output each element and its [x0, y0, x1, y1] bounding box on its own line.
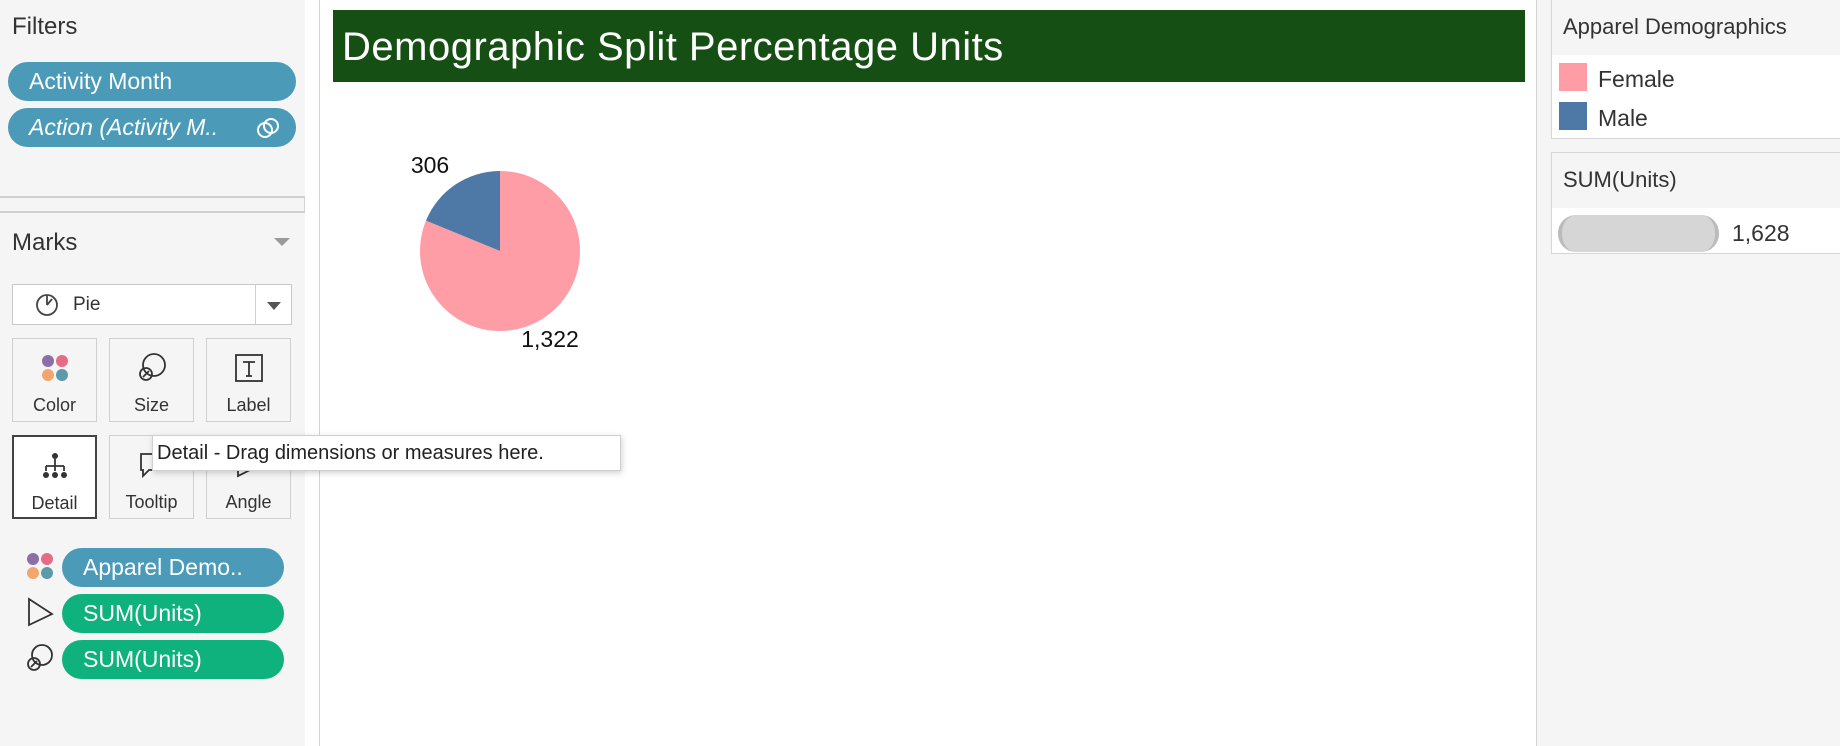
filter-pill-label: Action (Activity M.. [29, 114, 219, 140]
marks-menu-caret-icon[interactable] [274, 238, 290, 246]
filter-pill-label: Activity Month [29, 68, 173, 94]
color-button[interactable]: Color [12, 338, 97, 422]
shelf-pill-color[interactable]: Apparel Demo.. [62, 548, 284, 587]
size-icon [138, 353, 166, 381]
legend-label-male: Male [1598, 105, 1648, 131]
pie-label-female: 1,322 [521, 326, 579, 352]
right-panel: Apparel Demographics Female Male SUM(Uni… [1537, 0, 1840, 746]
color-dots-icon [27, 553, 53, 579]
view-title: Demographic Split Percentage Units [342, 25, 1004, 69]
angle-button-label: Angle [225, 492, 272, 512]
size-icon [27, 644, 53, 671]
detail-hierarchy-icon [42, 453, 67, 478]
viz-view: Demographic Split Percentage Units 1,322… [319, 0, 1537, 746]
detail-tooltip: Detail - Drag dimensions or measures her… [152, 435, 621, 471]
pie-slice-male[interactable] [426, 171, 500, 251]
color-legend-title: Apparel Demographics [1563, 14, 1787, 39]
label-button-label: Label [226, 395, 271, 415]
linked-filter-icon [257, 118, 279, 138]
pie-label-male: 306 [411, 152, 449, 178]
size-legend: SUM(Units) 1,628 [1551, 152, 1840, 254]
filters-title: Filters [12, 13, 78, 40]
shelf-pill-angle[interactable]: SUM(Units) [62, 594, 284, 633]
text-label-icon [234, 354, 263, 382]
size-button[interactable]: Size [109, 338, 194, 422]
filter-pill-activity-month[interactable]: Activity Month [8, 62, 296, 101]
shelf-pill-size[interactable]: SUM(Units) [62, 640, 284, 679]
size-button-label: Size [133, 395, 169, 415]
legend-label-female: Female [1598, 66, 1675, 92]
color-dots-icon [41, 355, 68, 381]
size-legend-title: SUM(Units) [1563, 167, 1677, 192]
marks-title: Marks [12, 229, 78, 256]
color-button-label: Color [32, 395, 76, 415]
filters-card: Filters Activity Month Action (Activity … [0, 0, 305, 198]
shelf-pill-label: SUM(Units) [83, 646, 202, 672]
left-panel: Filters Activity Month Action (Activity … [0, 0, 305, 746]
size-legend-header: SUM(Units) [1552, 153, 1840, 208]
angle-icon [28, 597, 54, 627]
legend-swatch-male [1559, 102, 1587, 130]
detail-button-label: Detail [31, 493, 78, 513]
mark-type-dropdown[interactable]: Pie [12, 284, 292, 325]
color-legend: Apparel Demographics Female Male [1551, 0, 1840, 139]
pie-chart[interactable]: 1,322 306 [320, 0, 1538, 746]
size-legend-value: 1,628 [1732, 220, 1790, 246]
dropdown-divider [255, 285, 256, 324]
label-button[interactable]: Label [206, 338, 291, 422]
pie-slice-female[interactable] [420, 171, 580, 332]
detail-button[interactable]: Detail [12, 435, 97, 519]
view-title-bar: Demographic Split Percentage Units [333, 10, 1525, 82]
legend-swatch-female [1559, 63, 1587, 91]
tooltip-button-label: Tooltip [125, 492, 178, 512]
shelf-pill-label: SUM(Units) [83, 600, 202, 626]
chevron-down-icon[interactable] [267, 302, 281, 310]
pie-mark-icon [36, 294, 58, 316]
size-legend-bar [1558, 215, 1719, 252]
shelf-pill-label: Apparel Demo.. [83, 554, 243, 580]
color-legend-header: Apparel Demographics [1552, 0, 1840, 55]
marks-card: Marks Pie Color Size [0, 211, 305, 746]
mark-type-label: Pie [73, 294, 101, 315]
filter-pill-action[interactable]: Action (Activity M.. [8, 108, 296, 147]
